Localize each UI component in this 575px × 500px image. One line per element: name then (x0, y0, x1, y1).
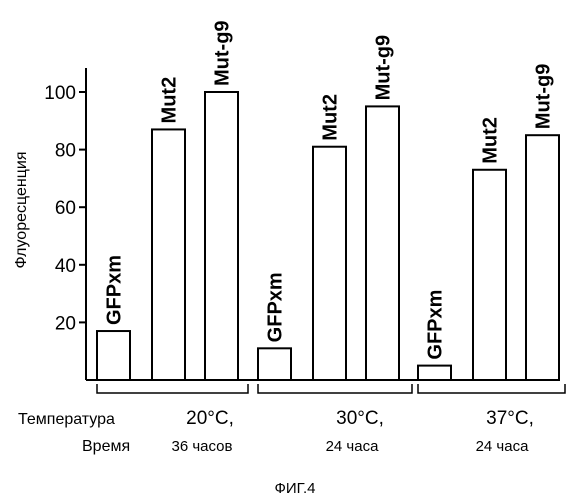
bar-gfpxm-group-3 (418, 366, 451, 380)
bar-label: Mut-g9 (212, 20, 234, 86)
bar-label: GFPxm (265, 272, 287, 342)
bar-mut-g9-group-1 (205, 92, 238, 380)
temperature-label: Температура (18, 411, 115, 428)
y-tick-label: 60 (55, 198, 76, 219)
bar-label: Mut-g9 (373, 35, 395, 101)
group-bracket (418, 384, 565, 393)
bar-gfpxm-group-2 (258, 348, 291, 380)
group-time: 24 часа (326, 438, 380, 455)
group-temperature: 20°C, (186, 408, 234, 429)
y-axis-label: Флуоресценция (13, 152, 30, 269)
bar-mut-g9-group-3 (526, 135, 559, 380)
bar-gfpxm-group-1 (97, 331, 130, 380)
figure-caption: ФИГ.4 (275, 480, 316, 497)
group-bracket (97, 384, 248, 393)
bar-label: Mut2 (320, 94, 342, 141)
group-temperature: 30°C, (336, 408, 384, 429)
bar-mut2-group-2 (313, 147, 346, 380)
bar-label: Mut2 (159, 77, 181, 124)
bar-mut2-group-1 (152, 129, 185, 380)
y-tick-label: 40 (55, 256, 76, 277)
bar-label: Mut-g9 (533, 64, 555, 130)
group-temperature: 37°C, (486, 408, 534, 429)
y-tick-label: 100 (44, 83, 76, 104)
y-tick-label: 80 (55, 141, 76, 162)
bar-label: GFPxm (425, 290, 447, 360)
group-bracket (258, 384, 412, 393)
plot-area: 20 40 60 80 100 GFPxm Mut2 Mut-g9 20°C, 36 часов G… (44, 20, 565, 455)
bar-label: Mut2 (480, 117, 502, 164)
y-tick-label: 20 (55, 313, 76, 334)
group-time: 24 часа (476, 438, 530, 455)
group-time: 36 часов (172, 438, 233, 455)
time-label: Время (82, 438, 130, 455)
bar-mut2-group-3 (473, 170, 506, 380)
bar-mut-g9-group-2 (366, 106, 399, 380)
bar-label: GFPxm (104, 255, 126, 325)
